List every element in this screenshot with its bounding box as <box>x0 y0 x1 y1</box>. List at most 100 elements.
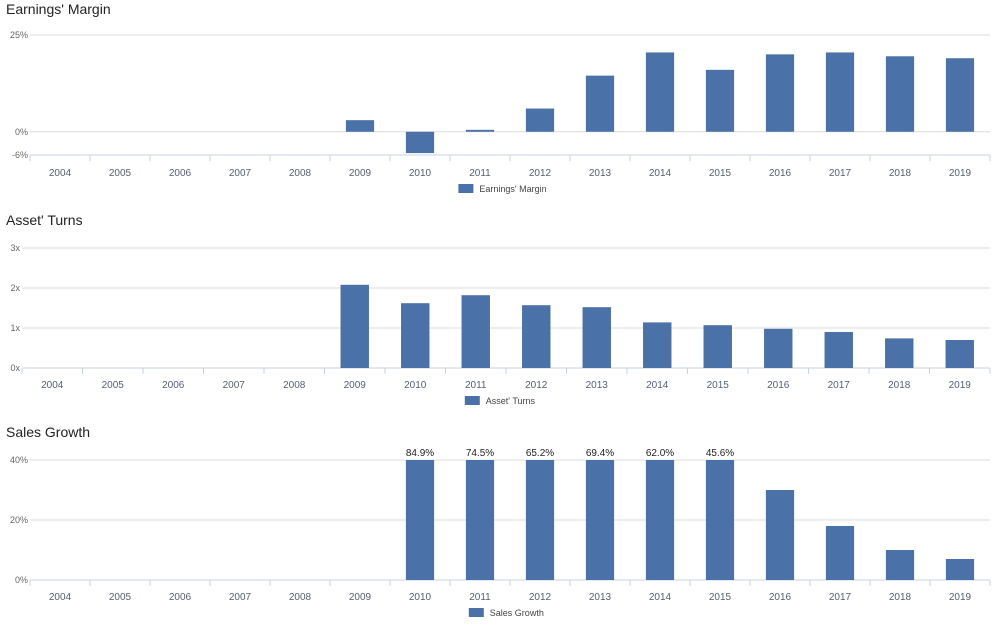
asset-turns-title: Asset' Turns <box>6 212 83 228</box>
bar-2017 <box>824 332 853 368</box>
x-tick-label: 2010 <box>409 592 432 603</box>
x-tick-label: 2018 <box>888 380 911 391</box>
x-tick-label: 2014 <box>649 592 672 603</box>
sales-growth-title: Sales Growth <box>6 424 91 440</box>
legend-swatch <box>464 396 480 405</box>
legend-label: Asset' Turns <box>486 396 536 406</box>
x-tick-label: 2009 <box>349 168 372 179</box>
x-tick-label: 2005 <box>109 168 132 179</box>
y-tick-label: 20% <box>10 515 28 525</box>
bar-2015 <box>703 325 732 368</box>
x-tick-label: 2018 <box>889 168 912 179</box>
bar-2019 <box>945 559 975 580</box>
x-tick-label: 2013 <box>589 168 612 179</box>
x-tick-label: 2019 <box>949 168 972 179</box>
data-label: 65.2% <box>526 448 554 459</box>
bar-2016 <box>764 328 793 368</box>
x-tick-label: 2017 <box>829 168 852 179</box>
bar-2013 <box>585 75 615 132</box>
x-tick-label: 2011 <box>469 168 491 179</box>
sales-growth-chart: 40% 20% 0% 2004 2005 2006 2007 2008 2009 2010 2011… <box>10 448 991 618</box>
x-tick-label: 2007 <box>223 380 246 391</box>
x-tick-label: 2008 <box>289 168 312 179</box>
x-tick-label: 2009 <box>349 592 372 603</box>
bar-2009 <box>340 284 369 368</box>
x-tick-label: 2004 <box>49 168 72 179</box>
x-tick-label: 2008 <box>283 380 306 391</box>
x-tick-label: 2006 <box>169 592 192 603</box>
bar-2012 <box>522 305 551 368</box>
x-tick-label: 2017 <box>829 592 852 603</box>
x-tick-label: 2013 <box>589 592 612 603</box>
x-tick-label: 2007 <box>229 168 252 179</box>
x-tick-label: 2005 <box>109 592 132 603</box>
y-tick-label: 3x <box>10 243 20 253</box>
bar-2014 <box>643 322 672 368</box>
x-tick-label: 2015 <box>707 380 730 391</box>
bar-2014 <box>645 52 675 132</box>
earnings-margin-title: Earnings' Margin <box>6 1 111 17</box>
x-tick-label: 2015 <box>709 592 732 603</box>
bar-2018 <box>885 550 915 580</box>
x-tick-label: 2016 <box>769 592 792 603</box>
bar-2013 <box>585 460 615 580</box>
y-tick-label: 1x <box>10 323 20 333</box>
x-tick-label: 2007 <box>229 592 252 603</box>
x-tick-label: 2011 <box>469 592 491 603</box>
y-tick-label: 25% <box>10 30 28 40</box>
bar-2018 <box>885 56 915 132</box>
x-tick-label: 2019 <box>949 592 972 603</box>
earnings-margin-chart: 25% 0% -6% 2004 2005 2006 2007 2008 2009 2010 2011… <box>10 30 991 194</box>
data-label: 69.4% <box>586 448 614 459</box>
x-tick-label: 2005 <box>102 380 125 391</box>
data-label: 84.9% <box>406 448 434 459</box>
bar-2016 <box>765 54 795 132</box>
data-label: 45.6% <box>706 448 734 459</box>
y-tick-label: 40% <box>10 455 28 465</box>
legend-label: Sales Growth <box>490 608 544 618</box>
bar-2011 <box>461 295 490 368</box>
bar-2016 <box>765 490 795 580</box>
x-tick-label: 2018 <box>889 592 912 603</box>
x-tick-label: 2012 <box>525 380 548 391</box>
bar-2017 <box>825 526 855 580</box>
bar-2017 <box>825 52 855 132</box>
bar-2009 <box>345 120 375 132</box>
x-tick-label: 2016 <box>767 380 790 391</box>
x-tick-label: 2012 <box>529 592 552 603</box>
y-tick-label: 2x <box>10 283 20 293</box>
bar-2013 <box>582 307 611 368</box>
data-label: 74.5% <box>466 448 494 459</box>
x-tick-label: 2008 <box>289 592 312 603</box>
bar-2018 <box>885 338 914 368</box>
legend-label: Earnings' Margin <box>479 184 546 194</box>
data-label: 62.0% <box>646 448 674 459</box>
x-tick-label: 2014 <box>649 168 672 179</box>
bar-2010 <box>401 303 430 368</box>
bar-2019 <box>945 340 974 368</box>
x-tick-label: 2017 <box>828 380 851 391</box>
legend-swatch <box>458 184 474 193</box>
x-tick-label: 2006 <box>162 380 185 391</box>
bar-2011 <box>465 460 495 580</box>
x-tick-label: 2004 <box>41 380 64 391</box>
legend-swatch <box>468 608 484 617</box>
x-tick-label: 2013 <box>586 380 609 391</box>
y-tick-label: 0% <box>15 575 28 585</box>
bar-2012 <box>525 460 555 580</box>
bar-2014 <box>645 460 675 580</box>
bar-2012 <box>525 108 555 132</box>
x-tick-label: 2014 <box>646 380 669 391</box>
x-tick-label: 2019 <box>949 380 972 391</box>
bar-2015 <box>705 460 735 580</box>
bar-2010 <box>405 460 435 580</box>
x-tick-label: 2010 <box>409 168 432 179</box>
y-tick-label: 0% <box>15 127 28 137</box>
x-tick-label: 2006 <box>169 168 192 179</box>
x-tick-label: 2004 <box>49 592 72 603</box>
x-tick-label: 2011 <box>465 380 487 391</box>
y-tick-label: -6% <box>12 150 28 160</box>
x-tick-label: 2010 <box>404 380 427 391</box>
bar-2011 <box>465 129 495 132</box>
x-tick-label: 2015 <box>709 168 732 179</box>
